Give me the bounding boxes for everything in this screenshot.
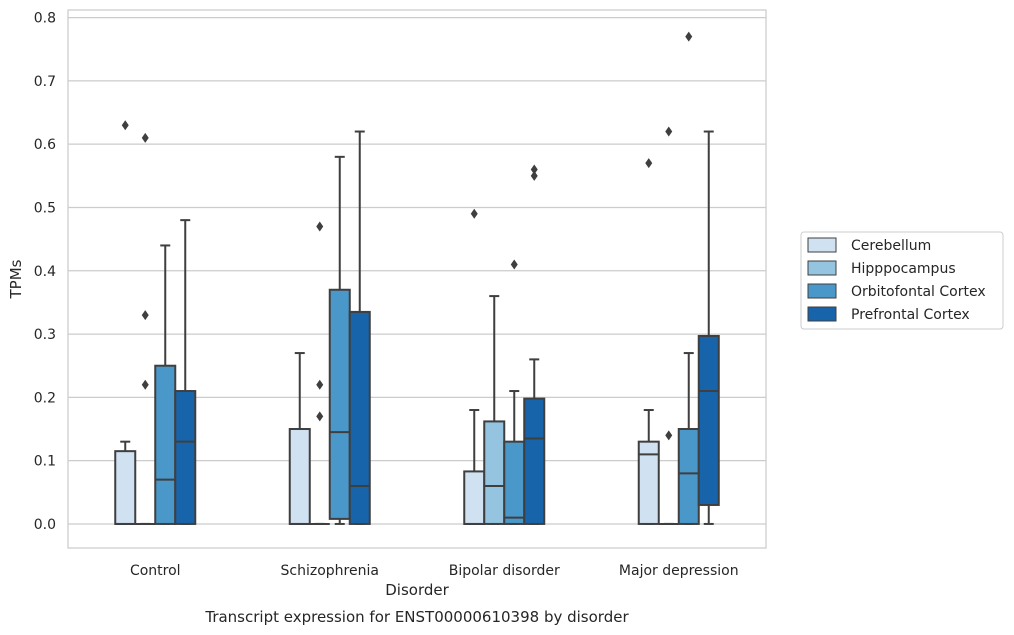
- box-series: [114, 31, 720, 525]
- x-tick-label: Bipolar disorder: [449, 563, 560, 579]
- outlier-point: [645, 158, 653, 169]
- legend-swatch: [807, 306, 837, 322]
- outlier-point: [141, 132, 149, 143]
- y-tick-label: 0.4: [34, 264, 56, 280]
- box: [697, 334, 720, 506]
- y-axis-ticks: 0.0 0.1 0.2 0.3 0.4 0.5 0.6 0.7 0.8: [34, 11, 56, 533]
- outlier-point: [530, 164, 538, 175]
- x-tick-label: Schizophrenia: [281, 563, 379, 579]
- outlier-point: [470, 208, 478, 219]
- chart-caption: Transcript expression for ENST0000061039…: [204, 608, 629, 626]
- outlier-point: [316, 379, 324, 390]
- box: [114, 450, 137, 525]
- legend-swatch: [807, 260, 837, 276]
- box: [483, 420, 506, 525]
- y-tick-label: 0.3: [34, 327, 56, 343]
- box: [523, 397, 546, 525]
- outlier-point: [530, 170, 538, 181]
- box: [463, 470, 486, 525]
- box: [154, 364, 177, 525]
- y-axis-label: TPMs: [7, 259, 25, 299]
- outlier-point: [665, 126, 673, 137]
- plot-frame: [67, 9, 767, 549]
- y-tick-label: 0.6: [34, 137, 56, 153]
- box: [677, 428, 700, 525]
- outlier-point: [316, 221, 324, 232]
- x-axis-label: Disorder: [385, 581, 449, 599]
- outlier-point: [665, 430, 673, 441]
- outlier-point: [510, 259, 518, 270]
- legend-frame: [800, 231, 1004, 330]
- legend-label: Prefrontal Cortex: [851, 307, 970, 323]
- legend-swatch: [807, 237, 837, 253]
- y-tick-label: 0.8: [34, 11, 56, 27]
- legend-swatch: [807, 283, 837, 299]
- y-tick-label: 0.5: [34, 200, 56, 216]
- legend-label: Orbitofontal Cortex: [851, 284, 986, 300]
- outlier-point: [121, 120, 129, 131]
- legend-label: Hipppocampus: [851, 261, 956, 277]
- y-tick-label: 0.1: [34, 454, 56, 470]
- legend-label: Cerebellum: [851, 238, 931, 254]
- x-tick-label: Control: [130, 563, 181, 579]
- box: [288, 428, 311, 525]
- y-tick-label: 0.7: [34, 74, 56, 90]
- outlier-point: [141, 310, 149, 321]
- legend: Cerebellum Hipppocampus Orbitofontal Corte…: [800, 231, 1004, 330]
- outlier-point: [316, 411, 324, 422]
- box: [348, 310, 371, 525]
- box: [174, 390, 197, 525]
- y-tick-label: 0.2: [34, 390, 56, 406]
- box: [637, 440, 660, 525]
- x-axis-ticks: Control Schizophrenia Bipolar disorder Majo…: [130, 563, 739, 579]
- outlier-point: [141, 379, 149, 390]
- y-tick-label: 0.0: [34, 517, 56, 533]
- box: [328, 288, 351, 520]
- x-tick-label: Major depression: [619, 563, 739, 579]
- outlier-point: [685, 31, 693, 42]
- box: [503, 440, 526, 525]
